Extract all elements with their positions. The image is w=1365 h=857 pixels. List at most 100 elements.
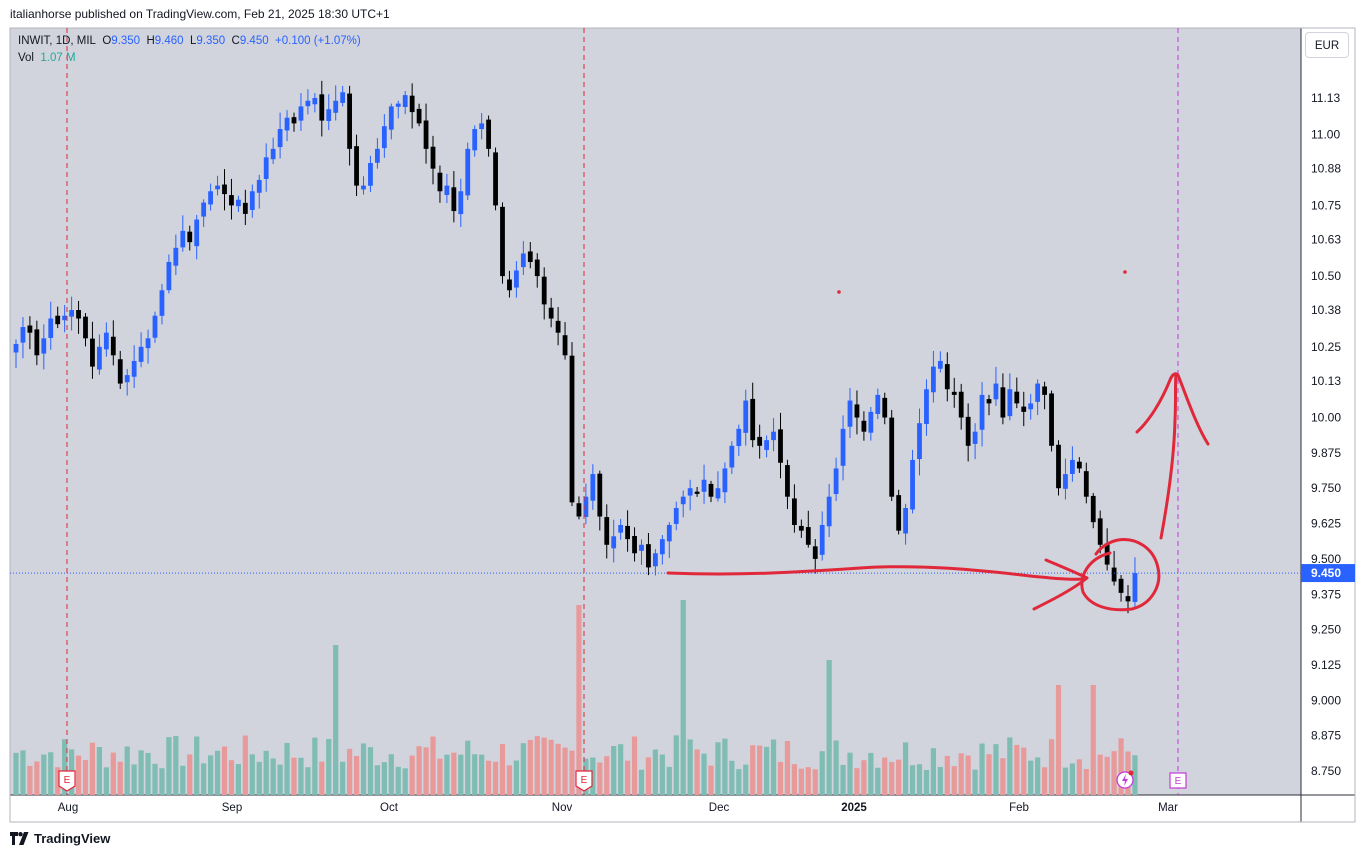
candle-body: [979, 394, 985, 430]
volume-bar: [736, 769, 742, 795]
volume-bar: [791, 764, 797, 795]
volume-bar: [916, 764, 923, 795]
candle-body: [201, 202, 207, 217]
volume-bar: [298, 757, 304, 795]
candle-body: [861, 420, 867, 432]
volume-bar: [777, 761, 784, 795]
drawing-layer[interactable]: [666, 270, 1210, 612]
volume-bar: [1132, 755, 1138, 795]
candle-body: [103, 332, 109, 350]
candle-body: [69, 310, 74, 317]
candle-body: [187, 231, 193, 243]
volume-bar: [201, 763, 207, 795]
volume-bar: [889, 761, 895, 795]
volume-bar: [687, 739, 693, 795]
volume-bar: [62, 739, 68, 795]
volume-bar: [1104, 756, 1110, 795]
volume-bar: [1097, 754, 1103, 795]
candle-body: [534, 259, 540, 277]
earnings-badge-label: E: [64, 775, 71, 786]
candle-body: [1014, 391, 1020, 404]
volume-bar: [360, 743, 367, 795]
volume-bar: [291, 757, 297, 795]
volume-bar: [423, 747, 429, 795]
plot-background: [10, 28, 1301, 795]
annotation-dot: [837, 290, 841, 294]
future-earnings-badge[interactable]: E: [1169, 772, 1187, 789]
legend-low-label: L: [189, 35, 197, 47]
candle-body: [875, 394, 881, 414]
candle-body: [507, 279, 512, 291]
y-tick-label: 9.500: [1311, 552, 1341, 566]
earnings-badge[interactable]: E: [58, 770, 76, 792]
volume-bar: [659, 754, 665, 795]
y-tick-label: 8.750: [1311, 764, 1341, 778]
volume-bar: [194, 736, 200, 795]
volume-bar: [437, 758, 443, 795]
volume-bar: [89, 742, 96, 795]
volume-bar: [798, 768, 804, 795]
legend-open-value: 9.350: [111, 35, 141, 47]
currency-button[interactable]: EUR: [1305, 32, 1349, 58]
lightning-icon[interactable]: [1116, 770, 1134, 789]
candle-body: [514, 270, 519, 288]
time-axis-background: [10, 795, 1355, 822]
volume-bar: [402, 768, 408, 795]
candle-body: [110, 336, 116, 356]
candle-body: [361, 185, 366, 190]
volume-bar: [645, 757, 652, 795]
earnings-badge[interactable]: E: [575, 770, 593, 792]
volume-bar: [430, 736, 436, 795]
candle-body: [451, 187, 457, 212]
candle-body: [1111, 567, 1117, 582]
legend-close-value: 9.450: [239, 35, 269, 47]
volume-bar: [1000, 758, 1006, 795]
candle-body: [840, 428, 846, 466]
volume-bar: [479, 754, 485, 795]
candle-body: [812, 546, 818, 559]
volume-bar: [131, 764, 137, 795]
candle-body: [215, 185, 220, 190]
volume-bar: [986, 754, 992, 795]
volume-bar: [548, 739, 554, 795]
x-tick-label: Nov: [552, 802, 573, 814]
volume-bar: [757, 745, 763, 795]
candle-body: [138, 346, 144, 362]
candle-body: [694, 491, 700, 494]
volume-bar: [618, 744, 624, 795]
volume-bar: [576, 605, 582, 795]
candle-body: [41, 338, 47, 354]
candle-body: [583, 496, 589, 517]
volume-bar: [840, 764, 846, 795]
volume-bar: [1021, 747, 1027, 795]
candle-body: [917, 423, 922, 460]
candle-body: [722, 468, 728, 493]
volume-bar: [256, 761, 262, 795]
volume-bar: [680, 600, 686, 795]
volume-bar: [506, 765, 513, 795]
volume-bar: [492, 761, 499, 795]
candle-body: [903, 508, 908, 534]
volume-bar: [875, 767, 881, 795]
candle-body: [847, 400, 853, 427]
candle-body: [117, 359, 123, 384]
footer-brand[interactable]: TradingView: [10, 831, 110, 846]
candle-body: [381, 126, 387, 149]
volume-bar: [221, 746, 228, 795]
candle-body: [715, 488, 721, 499]
candle-body: [236, 199, 241, 207]
candle-body: [1000, 387, 1006, 418]
volume-bar: [694, 749, 700, 795]
candle-body: [249, 191, 255, 210]
candle-body: [242, 202, 248, 214]
candle-body: [173, 247, 179, 266]
candle-body: [604, 517, 610, 545]
volume-bar: [1069, 763, 1075, 795]
volume-bar: [631, 736, 638, 795]
candle-body: [444, 185, 450, 195]
candle-body: [180, 230, 186, 248]
volume-bar: [416, 746, 422, 795]
volume-bar: [541, 737, 547, 795]
candle-body: [409, 95, 415, 113]
